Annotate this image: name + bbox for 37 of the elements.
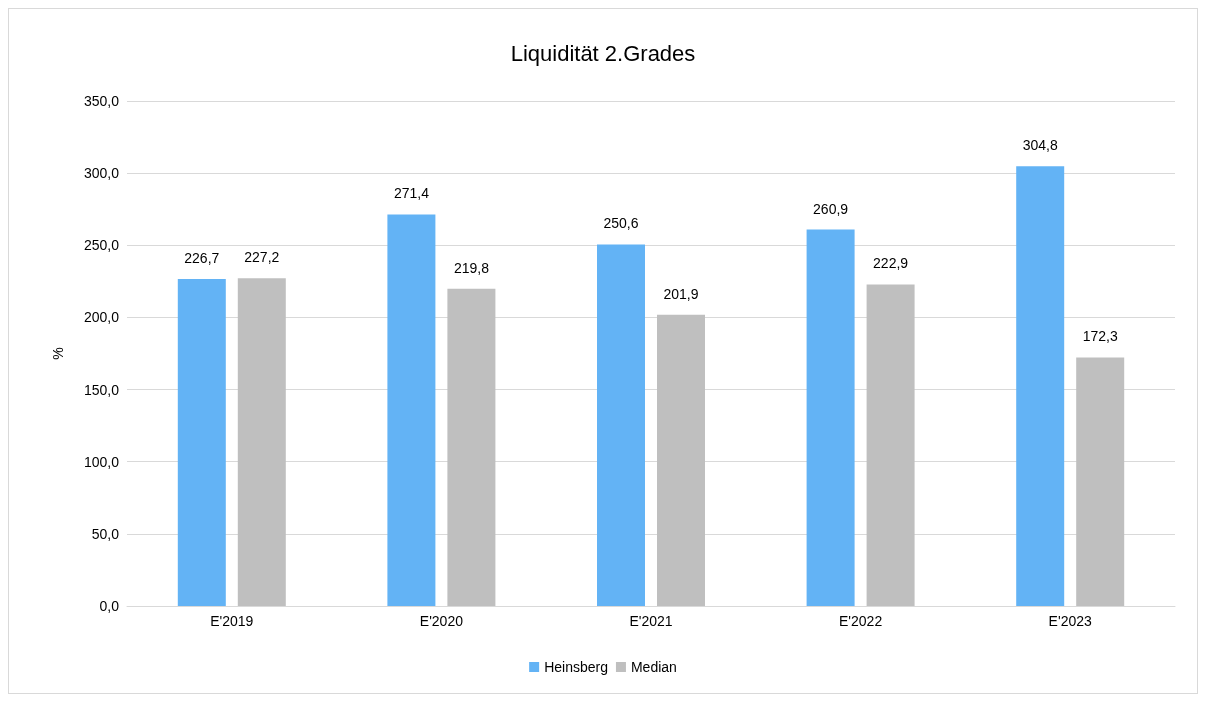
y-tick-label: 350,0	[83, 93, 120, 109]
data-label: 250,6	[603, 215, 639, 232]
x-tick-label: E'2023	[1048, 613, 1092, 629]
data-label: 227,2	[244, 249, 280, 266]
y-tick-label: 0,0	[99, 598, 120, 614]
y-tick-label: 100,0	[83, 453, 120, 470]
y-tick-label: 50,0	[91, 525, 120, 542]
data-label: 222,9	[873, 255, 909, 272]
bar	[597, 244, 645, 606]
x-tick-label: E'2022	[839, 613, 883, 629]
data-label: 226,7	[184, 249, 220, 266]
bar	[866, 284, 915, 606]
bar	[387, 214, 436, 606]
y-tick-label: 300,0	[83, 165, 120, 182]
data-label: 219,8	[453, 259, 490, 276]
data-label: 260,9	[813, 200, 849, 217]
legend-label: Median	[630, 659, 677, 675]
data-label: 172,3	[1082, 328, 1118, 345]
y-axis-title: %	[50, 347, 66, 360]
bar	[177, 278, 226, 606]
legend-label: Heinsberg	[544, 659, 608, 675]
y-tick-label: 200,0	[83, 309, 120, 326]
x-tick-label: E'2020	[419, 613, 464, 629]
y-tick-label: 250,0	[83, 237, 120, 254]
chart-title: Liquidität 2.Grades	[510, 40, 696, 66]
bar	[1076, 357, 1125, 606]
bar	[1016, 166, 1065, 606]
x-tick-label: E'2021	[629, 613, 673, 629]
bar	[657, 314, 705, 606]
bar	[237, 278, 286, 606]
data-label: 271,4	[393, 185, 430, 202]
y-tick-label: 150,0	[83, 381, 120, 398]
bar	[806, 229, 855, 606]
x-tick-label: E'2019	[210, 613, 254, 629]
data-label: 304,8	[1022, 137, 1058, 154]
bar	[447, 288, 496, 606]
data-label: 201,9	[663, 285, 699, 302]
